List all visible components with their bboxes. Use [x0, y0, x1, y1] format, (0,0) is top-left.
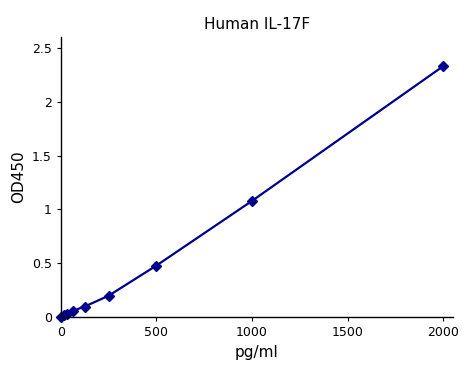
- Y-axis label: OD450: OD450: [11, 151, 26, 203]
- X-axis label: pg/ml: pg/ml: [235, 345, 279, 360]
- Title: Human IL-17F: Human IL-17F: [204, 17, 310, 32]
